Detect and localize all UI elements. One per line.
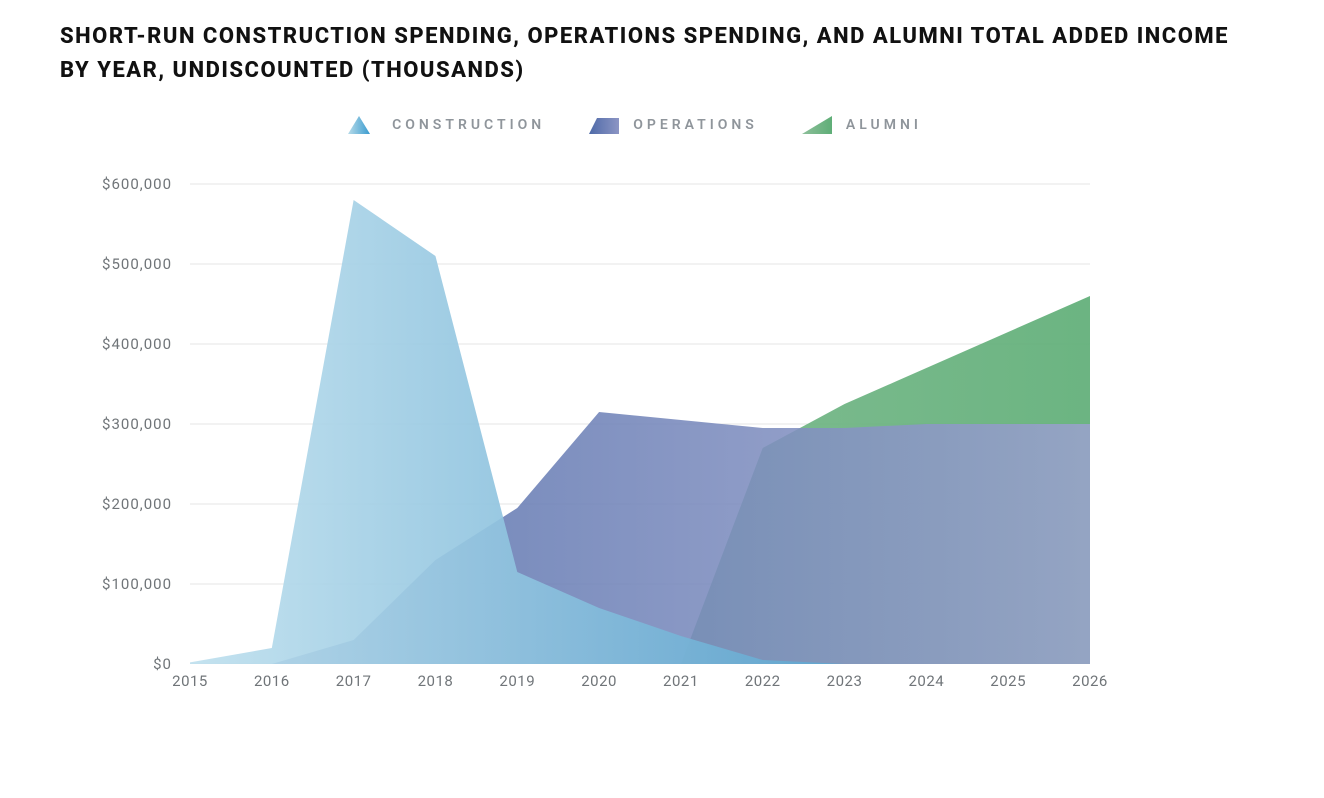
- x-tick-label: 2020: [581, 672, 617, 690]
- x-tick-label: 2021: [663, 672, 699, 690]
- x-tick-label: 2024: [908, 672, 944, 690]
- y-axis: $0$100,000$200,000$300,000$400,000$500,0…: [60, 144, 172, 664]
- legend-label: OPERATIONS: [633, 117, 758, 133]
- y-tick-label: $0: [153, 655, 172, 673]
- x-tick-label: 2025: [990, 672, 1026, 690]
- x-tick-label: 2022: [745, 672, 781, 690]
- y-tick-label: $400,000: [102, 335, 172, 353]
- legend-label: CONSTRUCTION: [392, 117, 545, 133]
- legend-item-operations: OPERATIONS: [589, 116, 758, 134]
- legend-label: ALUMNI: [846, 117, 922, 133]
- x-tick-label: 2019: [499, 672, 535, 690]
- legend-swatch-alumni: [802, 116, 832, 134]
- y-tick-label: $600,000: [102, 175, 172, 193]
- x-tick-label: 2023: [827, 672, 863, 690]
- legend-item-construction: CONSTRUCTION: [348, 116, 545, 134]
- legend-item-alumni: ALUMNI: [802, 116, 922, 134]
- y-tick-label: $500,000: [102, 255, 172, 273]
- x-tick-label: 2026: [1072, 672, 1108, 690]
- legend-swatch-operations: [589, 116, 619, 134]
- x-tick-label: 2016: [254, 672, 290, 690]
- legend-swatch-construction: [348, 116, 378, 134]
- x-tick-label: 2015: [172, 672, 208, 690]
- y-tick-label: $200,000: [102, 495, 172, 513]
- x-axis: 2015 2016 2017 2018 2019 2020 2021 2022 2023 2024…: [60, 672, 1090, 694]
- y-tick-label: $100,000: [102, 575, 172, 593]
- y-tick-label: $300,000: [102, 415, 172, 433]
- legend: CONSTRUCTION OPERATIONS ALUMNI: [180, 116, 1090, 134]
- chart-title: SHORT-RUN CONSTRUCTION SPENDING, OPERATI…: [60, 20, 1264, 88]
- chart-svg: [60, 144, 1090, 664]
- x-tick-label: 2017: [336, 672, 372, 690]
- x-tick-label: 2018: [418, 672, 454, 690]
- chart: $0$100,000$200,000$300,000$400,000$500,0…: [60, 144, 1090, 664]
